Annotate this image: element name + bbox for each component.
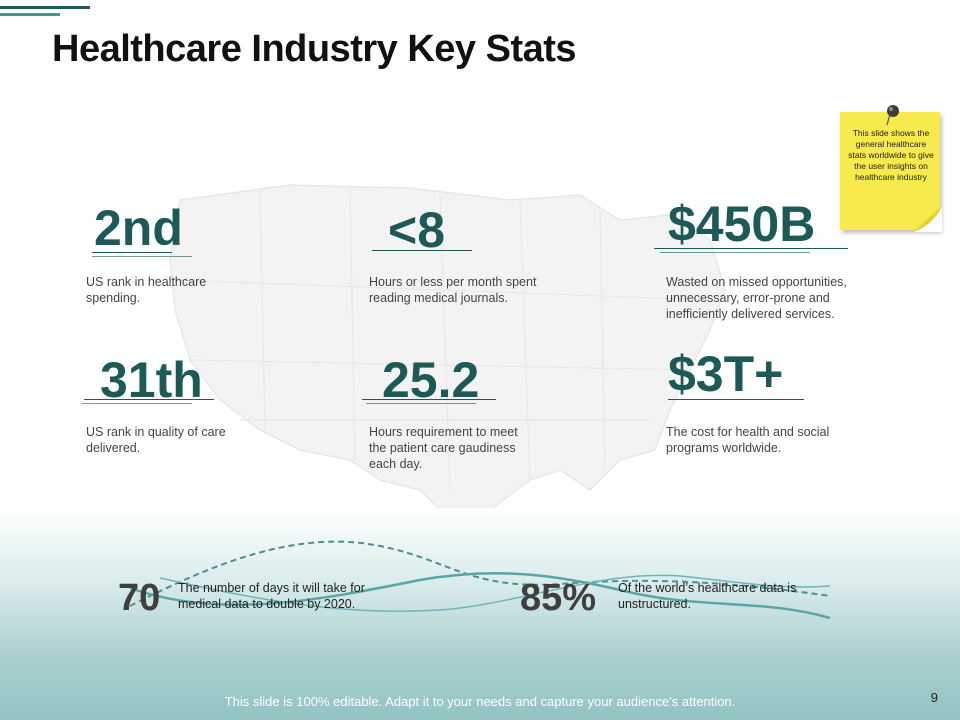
stat-underline [362, 399, 496, 400]
slide-title: Healthcare Industry Key Stats [52, 28, 577, 70]
stat-description: Hours or less per month spent reading me… [369, 275, 537, 305]
bottom-stat-description: Of the world’s healthcare data is unstru… [618, 581, 797, 611]
stat-description: Wasted on missed opportunities, unnecess… [666, 275, 847, 321]
sticky-note: This slide shows the general healthcare … [840, 112, 942, 232]
stat-underline-secondary [366, 403, 476, 404]
us-map-background [169, 184, 726, 556]
stat-underline [654, 248, 848, 249]
stat-underline-secondary [92, 256, 192, 257]
stat-underline [668, 399, 804, 400]
bottom-stat-value-days: 70 [118, 577, 161, 619]
stat-description: US rank in healthcare spending. [86, 275, 207, 305]
stat-underline [84, 399, 214, 400]
corner-accent-line [0, 6, 90, 9]
pushpin-icon [886, 105, 899, 126]
sticky-note-text: This slide shows the general healthcare … [848, 128, 934, 182]
stat-underline-secondary [82, 403, 192, 404]
bottom-stat-value-unstructured: 85% [520, 577, 597, 619]
stat-value-us-rank-quality: 31th [100, 352, 203, 408]
note-fold-icon [914, 206, 942, 232]
stat-value-health-programs-cost: $3T+ [668, 346, 784, 402]
stat-underline-secondary [660, 252, 810, 253]
stat-value-patient-care-hours: 25.2 [382, 352, 480, 408]
bottom-stat-description: The number of days it will take for medi… [178, 581, 365, 611]
corner-accent-line-secondary [0, 13, 60, 16]
stat-description: The cost for health and social programs … [666, 425, 830, 455]
stat-value-us-rank-spending: 2nd [94, 200, 183, 256]
footer-text: This slide is 100% editable. Adapt it to… [224, 694, 736, 709]
stat-value-wasted-cost: $450B [668, 196, 816, 252]
stat-underline [92, 252, 172, 253]
bottom-gradient-band [0, 508, 960, 720]
stat-value-reading-hours: <8 [388, 202, 446, 258]
stat-description: Hours requirement to meet the patient ca… [369, 425, 518, 471]
page-number: 9 [930, 690, 938, 705]
stat-underline [372, 250, 472, 251]
stat-description: US rank in quality of care delivered. [86, 425, 226, 455]
decorative-waves [129, 540, 831, 620]
